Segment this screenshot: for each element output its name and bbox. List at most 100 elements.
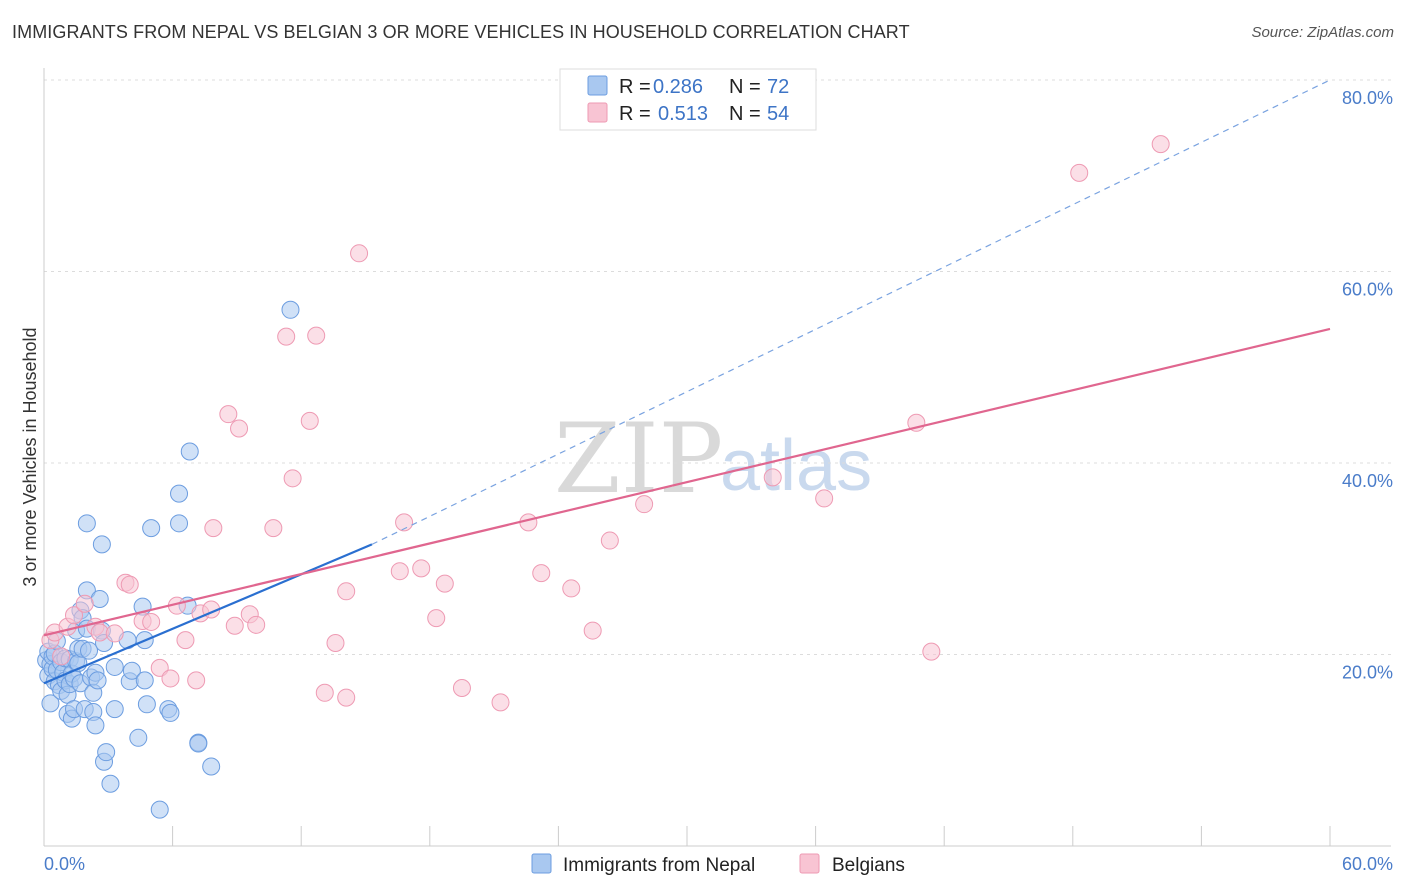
legend-n-value-nepal: 72 [767,76,789,98]
x-tick-label-max: 60.0% [1342,854,1393,874]
series-legend-label-nepal: Immigrants from Nepal [563,855,755,876]
y-tick-label: 20.0% [1342,663,1393,683]
point-nepal [161,703,180,722]
point-nepal [105,657,124,676]
trend-line-belgians [43,327,1331,637]
series-legend: Immigrants from Nepal Belgians [531,853,905,876]
point-belgians [176,631,195,650]
point-belgians [390,562,409,581]
point-belgians [600,531,619,550]
point-belgians [52,647,71,666]
y-tick-labels: 20.0% 40.0% 60.0% 80.0% [1342,88,1393,683]
point-belgians [326,634,345,653]
point-belgians [230,419,249,438]
trend-lines [43,79,1331,685]
legend-r-label-belgians: R = [619,103,651,125]
point-nepal [101,774,120,793]
chart-title: IMMIGRANTS FROM NEPAL VS BELGIAN 3 OR MO… [12,22,910,42]
point-nepal [135,671,154,690]
point-belgians [247,615,266,634]
point-belgians [922,642,941,661]
point-belgians [562,579,581,598]
y-axis-label: 3 or more Vehicles in Household [20,327,40,586]
point-nepal [97,743,116,762]
point-nepal [77,514,96,533]
point-nepal [80,641,99,660]
point-nepal [170,484,189,503]
point-belgians [161,669,180,688]
gridlines [44,79,1391,655]
point-belgians [277,327,296,346]
source-label: Source: ZipAtlas.com [1251,24,1394,41]
point-nepal [92,535,111,554]
point-nepal [170,514,189,533]
point-nepal [142,519,161,538]
point-belgians [427,609,446,628]
point-belgians [307,326,326,345]
point-belgians [65,606,84,625]
point-nepal [281,300,300,319]
x-tick-label-min: 0.0% [44,854,85,874]
series-legend-swatch-nepal [531,853,552,874]
legend-r-label-nepal: R = [619,76,651,98]
legend-n-label-nepal: N = [729,76,761,98]
point-belgians [350,244,369,263]
stats-legend: R = 0.286 N = 72 R = 0.513 N = 54 [559,68,817,131]
point-belgians [142,612,161,631]
point-nepal [189,734,208,753]
point-belgians [120,575,139,594]
point-belgians [300,411,319,430]
point-belgians [150,658,169,677]
point-nepal [88,671,107,690]
legend-r-value-nepal: 0.286 [653,76,703,98]
watermark-atlas: atlas [720,426,872,506]
series-legend-label-belgians: Belgians [832,855,905,876]
legend-swatch-belgians [587,102,608,123]
point-belgians [105,624,124,643]
y-tick-label: 80.0% [1342,88,1393,108]
point-nepal [150,800,169,819]
point-belgians [412,559,431,578]
data-points [37,135,1170,819]
trend-line-nepal-extension [371,79,1331,545]
point-belgians [264,519,283,538]
point-belgians [491,693,510,712]
point-belgians [635,495,654,514]
point-belgians [1151,135,1170,154]
point-belgians [337,688,356,707]
point-nepal [202,757,221,776]
point-belgians [763,468,782,487]
point-belgians [283,469,302,488]
trend-line-nepal [43,543,373,685]
point-belgians [337,582,356,601]
point-belgians [583,621,602,640]
point-belgians [395,513,414,532]
point-belgians [204,519,223,538]
point-belgians [75,594,94,613]
point-nepal [180,442,199,461]
y-tick-label: 40.0% [1342,471,1393,491]
axes [43,68,1391,847]
point-belgians [187,671,206,690]
point-nepal [105,700,124,719]
point-nepal [122,661,141,680]
point-belgians [435,574,454,593]
point-nepal [86,716,105,735]
point-nepal [129,728,148,747]
legend-swatch-nepal [587,75,608,96]
point-belgians [315,683,334,702]
point-belgians [1070,163,1089,182]
point-belgians [452,679,471,698]
x-ticks [172,826,1331,846]
point-nepal [137,695,156,714]
legend-n-value-belgians: 54 [767,103,789,125]
point-belgians [815,489,834,508]
point-belgians [225,616,244,635]
watermark-zip: ZIP [554,403,723,515]
point-nepal [41,694,60,713]
series-legend-swatch-belgians [799,853,820,874]
legend-r-value-belgians: 0.513 [658,103,708,125]
y-tick-label: 60.0% [1342,280,1393,300]
point-belgians [219,405,238,424]
